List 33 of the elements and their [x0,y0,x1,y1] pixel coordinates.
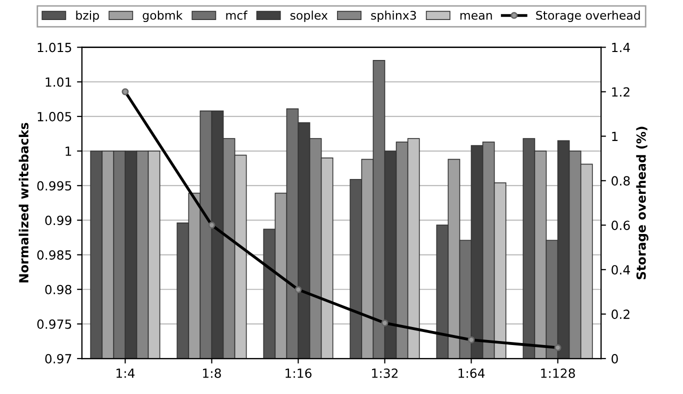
legend-label: mean [460,12,492,20]
y-axis-title: Normalized writebacks [18,122,28,282]
y-tick-label: 1.01 [46,77,72,87]
x-tick-label: 1:128 [541,368,575,378]
y-tick-label: 0.99 [45,216,72,226]
y-tick-label: 1.015 [38,42,72,52]
y2-tick-label: 1 [612,132,618,141]
legend-label: gobmk [142,10,183,22]
y2-tick-label: 0.6 [612,220,630,230]
x-tick-label: 1:32 [372,368,398,378]
y2-tick-label: 0.8 [612,176,630,186]
y2-tick-label: 1.2 [612,87,630,96]
y-tick-label: 0.97 [45,354,72,364]
y-tick-label: 1 [66,146,72,156]
y2-tick-label: 0.2 [612,310,630,319]
y-tick-label: 0.995 [37,181,72,191]
y2-tick-label: 1.4 [612,42,630,52]
legend-label: Storage overhead [536,10,640,22]
legend-label: bzip [76,10,99,22]
legend-label: sphinx3 [371,10,416,22]
legend-label: mcf [226,10,248,20]
legend-label: soplex [290,10,328,22]
y2-tick-label: 0.4 [612,265,630,275]
y2-axis-title: Storage overhead (%) [636,126,648,280]
y-tick-label: 0.975 [37,319,72,329]
y2-tick-label: 0 [612,354,618,364]
y-tick-label: 1.005 [38,112,72,122]
x-tick-label: 1:64 [458,368,485,378]
y-tick-label: 0.98 [45,284,72,294]
x-tick-label: 1:16 [286,368,312,378]
y-tick-label: 0.985 [37,250,72,260]
x-tick-label: 1:8 [203,368,221,378]
x-tick-label: 1:4 [116,368,135,378]
